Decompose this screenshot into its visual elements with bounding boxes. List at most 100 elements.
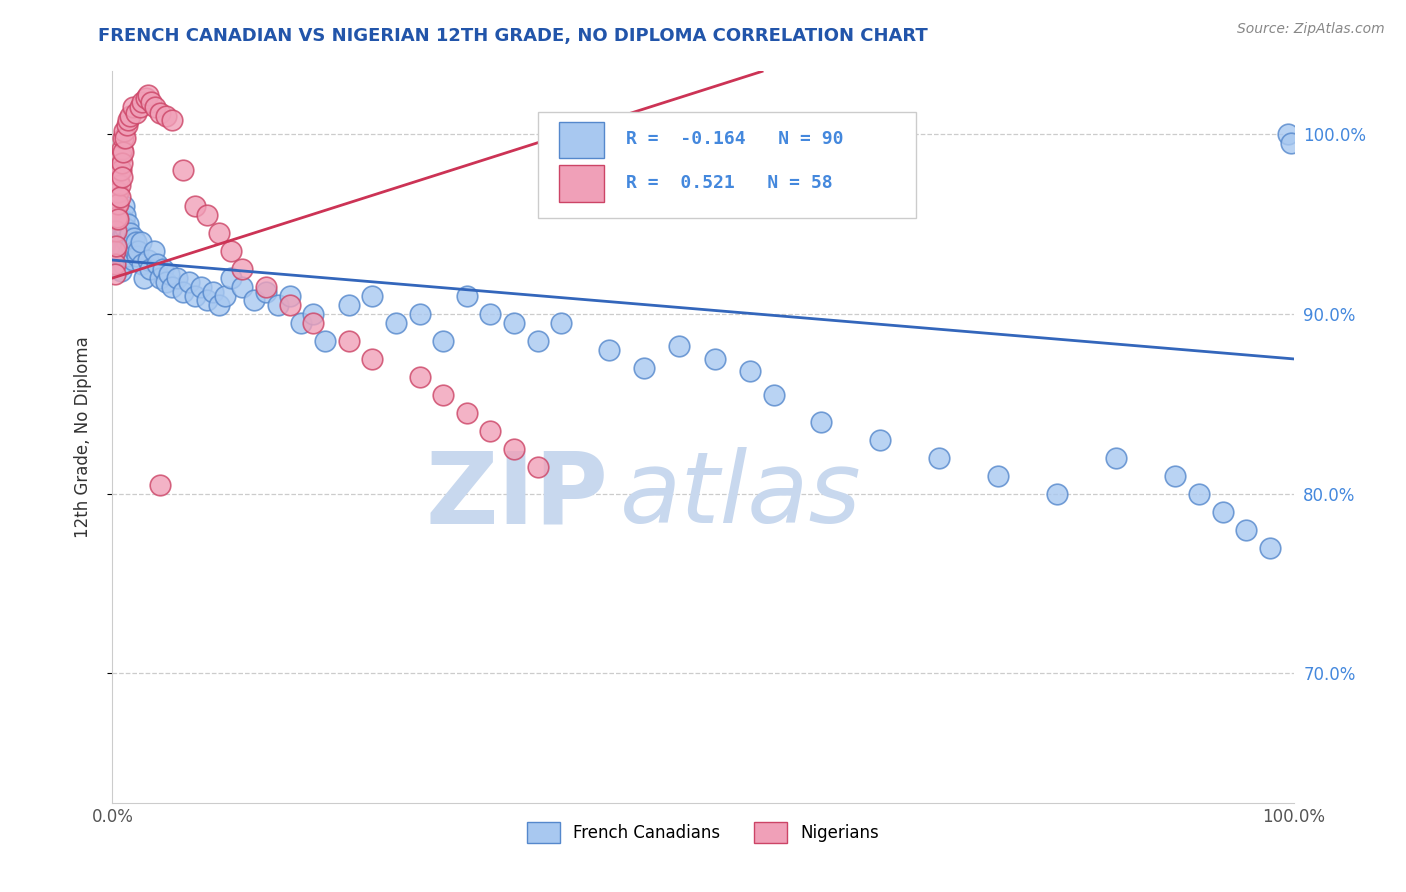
Point — [160, 112, 183, 127]
Point — [117, 112, 139, 127]
Point — [120, 226, 142, 240]
Point — [114, 220, 136, 235]
Point — [117, 217, 139, 231]
Point — [302, 307, 325, 321]
Point — [179, 275, 201, 289]
Point — [526, 334, 548, 348]
Point — [136, 253, 159, 268]
Point — [208, 226, 231, 240]
Point — [121, 253, 143, 268]
Point — [105, 197, 128, 211]
Point — [278, 289, 301, 303]
Text: R =  0.521   N = 58: R = 0.521 N = 58 — [626, 174, 832, 193]
Point — [111, 217, 134, 231]
Point — [110, 226, 132, 240]
Point — [120, 238, 142, 252]
Y-axis label: 12th Grade, No Diploma: 12th Grade, No Diploma — [73, 336, 91, 538]
Point — [172, 285, 194, 300]
Point — [112, 131, 135, 145]
Point — [112, 123, 135, 137]
Point — [141, 95, 163, 109]
Point — [385, 316, 408, 330]
Point — [243, 293, 266, 307]
Point — [219, 271, 242, 285]
Point — [432, 334, 454, 348]
Point — [110, 250, 132, 264]
Point — [231, 262, 253, 277]
Point — [131, 95, 153, 109]
Point — [195, 293, 218, 307]
Point — [136, 87, 159, 102]
Point — [104, 268, 127, 282]
Point — [479, 307, 502, 321]
Point — [361, 351, 384, 366]
Point — [361, 289, 384, 303]
Point — [112, 242, 135, 256]
Point — [111, 142, 134, 156]
Point — [267, 298, 290, 312]
Point — [112, 145, 135, 160]
Point — [108, 163, 131, 178]
Point — [105, 185, 128, 199]
Point — [201, 285, 224, 300]
Point — [107, 262, 129, 277]
Point — [107, 257, 129, 271]
Point — [112, 227, 135, 242]
Point — [107, 185, 129, 199]
Point — [184, 289, 207, 303]
Point — [134, 271, 156, 285]
Point — [115, 118, 138, 132]
Point — [115, 235, 138, 249]
Point — [762, 388, 785, 402]
Point — [155, 109, 177, 123]
Point — [105, 238, 128, 252]
Point — [114, 208, 136, 222]
Point — [810, 415, 832, 429]
Point — [633, 360, 655, 375]
Point — [1279, 136, 1302, 151]
Point — [1105, 450, 1128, 465]
Point — [157, 268, 180, 282]
Point — [125, 235, 148, 249]
Point — [107, 244, 129, 258]
Point — [125, 105, 148, 120]
Point — [112, 213, 135, 227]
Point — [115, 250, 138, 264]
Point — [254, 285, 277, 300]
Point — [139, 262, 162, 277]
Point — [1234, 523, 1257, 537]
Point — [456, 289, 478, 303]
Point — [104, 244, 127, 258]
Point — [479, 424, 502, 438]
Point — [869, 433, 891, 447]
Point — [110, 149, 132, 163]
Text: R =  -0.164   N = 90: R = -0.164 N = 90 — [626, 130, 844, 148]
FancyBboxPatch shape — [537, 112, 915, 218]
Point — [142, 244, 165, 258]
Point — [111, 229, 134, 244]
Point — [124, 244, 146, 258]
Point — [110, 163, 132, 178]
Point — [152, 262, 174, 277]
Point — [314, 334, 336, 348]
Point — [146, 257, 169, 271]
Point — [703, 351, 725, 366]
Point — [408, 307, 430, 321]
Point — [526, 459, 548, 474]
Point — [195, 208, 218, 222]
Point — [432, 388, 454, 402]
Point — [1164, 468, 1187, 483]
Point — [105, 210, 128, 224]
Point — [172, 163, 194, 178]
Point — [302, 316, 325, 330]
Point — [122, 231, 145, 245]
Bar — [560, 165, 603, 202]
Point — [121, 100, 143, 114]
Point — [1212, 505, 1234, 519]
Point — [290, 316, 312, 330]
Point — [190, 280, 212, 294]
Text: ZIP: ZIP — [426, 447, 609, 544]
Point — [740, 364, 762, 378]
Point — [129, 235, 152, 249]
Point — [214, 289, 236, 303]
